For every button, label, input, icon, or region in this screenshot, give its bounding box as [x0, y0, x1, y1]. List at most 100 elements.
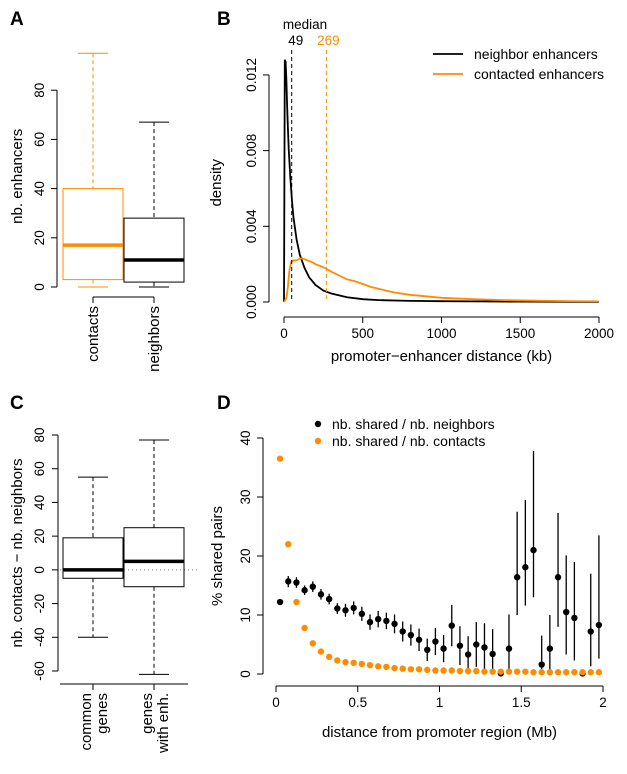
point-neighbors	[432, 638, 439, 645]
point-neighbors	[546, 645, 554, 652]
point-neighbors	[334, 605, 341, 612]
x-tick-label-line: genes	[94, 693, 111, 734]
y-tick-label: 0.004	[244, 209, 259, 243]
y-axis-label: nb. contacts − nb. neighbors	[9, 459, 26, 648]
point-contacts	[342, 659, 349, 666]
x-tick-label: 0.5	[348, 695, 367, 710]
point-contacts	[448, 667, 455, 674]
point-neighbors	[530, 546, 537, 554]
median-value: 269	[317, 33, 340, 48]
point-neighbors	[563, 608, 570, 616]
point-contacts	[350, 659, 357, 666]
point-contacts	[399, 665, 406, 672]
panel-a: A 0 20 40 60 80 nb. enhancers contacts neighbors	[9, 9, 185, 372]
y-tick-label: 20	[32, 230, 47, 245]
point-contacts	[456, 667, 464, 675]
y-tick-label: 0	[238, 670, 253, 678]
point-contacts	[293, 598, 300, 606]
point-contacts	[383, 663, 390, 671]
point-neighbors	[325, 595, 333, 603]
panel-letter: D	[217, 393, 231, 414]
y-tick-label: -40	[32, 628, 47, 648]
point-contacts	[497, 668, 505, 675]
panel-d: D 0 10 20 30 40 % shared pairs 0 0.5 1 1.5 2 distanc…	[209, 393, 607, 741]
point-contacts	[301, 624, 308, 632]
x-tick-label: 1.5	[512, 695, 531, 710]
point-neighbors	[587, 628, 594, 635]
x-tick-label: commongenes	[78, 693, 111, 751]
point-contacts	[587, 669, 594, 676]
point-neighbors	[342, 607, 349, 614]
panel-letter: C	[10, 393, 24, 414]
legend-label: nb. shared / nb. contacts	[332, 433, 485, 449]
point-neighbors	[481, 644, 488, 651]
point-neighbors	[595, 621, 603, 629]
panel-b: B 0.000 0.004 0.008 0.012 density 0 500 1000 1500…	[208, 9, 614, 365]
point-contacts	[530, 669, 537, 676]
y-tick-label: 0	[32, 566, 47, 574]
point-neighbors	[424, 646, 431, 654]
y-tick-label: 40	[32, 495, 47, 510]
x-tick-label: 500	[351, 326, 374, 341]
point-neighbors	[366, 618, 374, 626]
point-contacts	[522, 668, 529, 675]
y-axis-label: % shared pairs	[209, 506, 226, 606]
point-contacts	[276, 455, 284, 462]
point-neighbors	[415, 636, 423, 643]
legend-label: nb. shared / nb. neighbors	[332, 416, 495, 432]
point-contacts	[415, 666, 423, 673]
point-neighbors	[391, 620, 398, 628]
point-contacts	[432, 667, 439, 674]
y-tick-label: 0	[32, 283, 47, 291]
y-tick-label: 80	[32, 83, 47, 98]
x-tick-label: neighbors	[146, 306, 163, 372]
box-1	[123, 439, 185, 675]
y-tick-label: 10	[238, 607, 253, 622]
point-neighbors	[383, 617, 390, 625]
y-tick-label: -60	[32, 661, 47, 681]
x-tick-label-line: with enh.	[155, 693, 172, 754]
point-neighbors	[464, 651, 472, 658]
point-neighbors	[317, 591, 325, 598]
point-contacts	[464, 667, 472, 675]
y-tick-label: 0.012	[244, 58, 259, 92]
point-neighbors	[538, 661, 545, 668]
point-neighbors	[301, 587, 308, 594]
legend-label: neighbor enhancers	[474, 46, 598, 62]
point-contacts	[334, 657, 341, 664]
box-body	[62, 188, 124, 281]
point-neighbors	[293, 579, 300, 586]
point-contacts	[285, 541, 292, 548]
point-contacts	[505, 668, 513, 675]
box-body	[123, 527, 185, 588]
point-neighbors	[456, 642, 464, 649]
x-tick-label: 1000	[426, 326, 456, 341]
x-tick-label: 0	[280, 326, 288, 341]
point-contacts	[563, 669, 570, 676]
panel-letter: A	[10, 9, 24, 30]
x-tick-label: geneswith enh.	[139, 693, 172, 754]
point-contacts	[481, 668, 488, 675]
median-label: median	[283, 17, 327, 32]
point-contacts	[489, 668, 496, 675]
point-contacts	[309, 640, 316, 647]
point-neighbors	[505, 645, 513, 652]
y-tick-label: -20	[32, 594, 47, 614]
point-contacts	[595, 669, 603, 676]
y-tick-label: 20	[238, 548, 253, 563]
point-neighbors	[374, 615, 382, 623]
x-axis-label: distance from promoter region (Mb)	[322, 724, 557, 741]
point-contacts	[407, 666, 415, 673]
y-axis-label: density	[208, 159, 225, 207]
box-body	[123, 217, 185, 283]
point-contacts	[546, 669, 554, 676]
x-tick-label: 2	[599, 695, 607, 710]
point-neighbors	[522, 564, 529, 571]
point-contacts	[391, 664, 398, 672]
panel-c: C -60 -40 -20 0 20 40 60 80 nb. contacts − nb. ne…	[9, 393, 200, 754]
point-contacts	[374, 663, 382, 670]
y-tick-label: 0.000	[244, 285, 259, 319]
point-neighbors	[448, 622, 455, 629]
point-contacts	[473, 667, 480, 675]
